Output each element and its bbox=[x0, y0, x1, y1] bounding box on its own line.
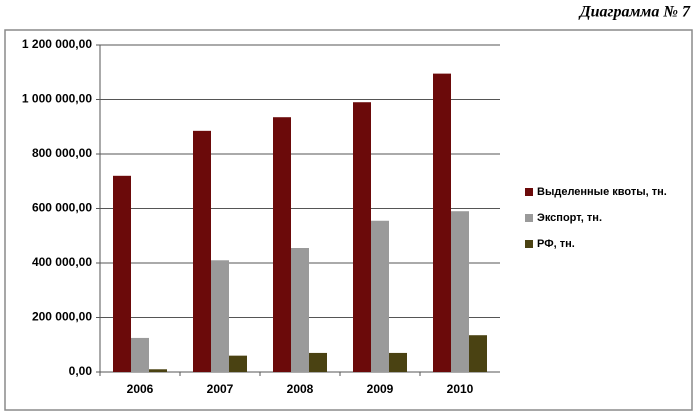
legend-swatch bbox=[525, 240, 533, 248]
legend-swatch bbox=[525, 188, 533, 196]
legend-label: Экспорт, тн. bbox=[537, 212, 602, 224]
y-tick-label: 400 000,00 bbox=[32, 255, 92, 269]
y-tick-label: 1 200 000,00 bbox=[22, 37, 92, 51]
bar bbox=[211, 260, 229, 372]
bar bbox=[273, 117, 291, 373]
bar bbox=[469, 335, 487, 372]
y-tick-label: 200 000,00 bbox=[32, 310, 92, 324]
y-tick-label: 1 000 000,00 bbox=[22, 92, 92, 106]
bar bbox=[113, 175, 131, 372]
bar bbox=[371, 220, 389, 372]
bar bbox=[433, 73, 451, 373]
bar bbox=[149, 369, 167, 372]
bar bbox=[353, 102, 371, 372]
x-tick-label: 2010 bbox=[447, 382, 474, 396]
x-tick-label: 2007 bbox=[207, 382, 234, 396]
bar bbox=[131, 337, 149, 372]
bar bbox=[451, 211, 469, 372]
x-tick-label: 2008 bbox=[287, 382, 314, 396]
y-tick-label: 600 000,00 bbox=[32, 201, 92, 215]
legend-label: РФ, тн. bbox=[537, 238, 575, 250]
bar bbox=[309, 352, 327, 372]
y-tick-label: 800 000,00 bbox=[32, 146, 92, 160]
y-tick-label: 0,00 bbox=[69, 364, 93, 378]
chart-title: Диаграмма № 7 bbox=[578, 4, 691, 21]
x-tick-label: 2006 bbox=[127, 382, 154, 396]
bar bbox=[389, 352, 407, 372]
x-tick-label: 2009 bbox=[367, 382, 394, 396]
legend-label: Выделенные квоты, тн. bbox=[537, 186, 667, 198]
legend-swatch bbox=[525, 214, 533, 222]
bar bbox=[229, 355, 247, 372]
bar bbox=[291, 248, 309, 372]
bar bbox=[193, 130, 211, 372]
